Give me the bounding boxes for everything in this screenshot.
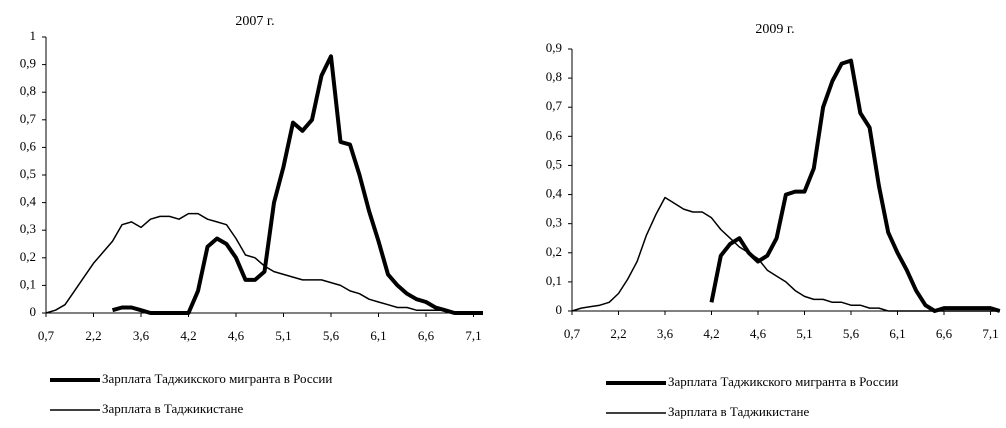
x-tick-label: 2,2	[85, 328, 101, 343]
y-tick-label: 0,1	[546, 273, 562, 288]
x-tick-label: 5,6	[843, 326, 860, 341]
x-tick-label: 2,2	[610, 326, 626, 341]
legend-label: Зарплата Таджикского мигранта в России	[102, 371, 332, 386]
y-tick-label: 0	[556, 302, 563, 317]
x-tick-label: 7,1	[465, 328, 481, 343]
x-tick-label: 4,6	[228, 328, 245, 343]
y-tick-label: 0,6	[546, 127, 563, 142]
y-tick-label: 0,2	[20, 249, 36, 264]
x-tick-label: 5,1	[796, 326, 812, 341]
y-tick-label: 0	[30, 304, 37, 319]
x-tick-label: 0,7	[38, 328, 55, 343]
y-tick-label: 0,2	[546, 244, 562, 259]
y-tick-label: 0,4	[546, 186, 563, 201]
chart-title: 2009 г.	[755, 22, 794, 37]
y-tick-label: 0,6	[20, 138, 37, 153]
legend-label: Зарплата в Таджикистане	[102, 401, 243, 416]
x-tick-label: 7,1	[982, 326, 998, 341]
y-tick-label: 0,5	[20, 166, 36, 181]
x-tick-label: 6,1	[370, 328, 386, 343]
y-tick-label: 0,5	[546, 156, 562, 171]
x-tick-label: 3,6	[657, 326, 674, 341]
legend-label: Зарплата в Таджикистане	[668, 404, 809, 419]
x-tick-label: 6,1	[889, 326, 905, 341]
x-tick-label: 3,6	[133, 328, 150, 343]
legend-label: Зарплата Таджикского мигранта в России	[668, 374, 898, 389]
x-tick-label: 5,1	[275, 328, 291, 343]
y-tick-label: 0,3	[20, 221, 36, 236]
y-tick-label: 0,7	[20, 111, 37, 126]
x-tick-label: 6,6	[418, 328, 435, 343]
series-line	[45, 212, 483, 314]
x-tick-label: 5,6	[323, 328, 340, 343]
y-tick-label: 0,3	[546, 215, 562, 230]
y-tick-label: 1	[30, 28, 37, 43]
x-tick-label: 4,2	[180, 328, 196, 343]
y-tick-label: 0,4	[20, 194, 37, 209]
x-tick-label: 4,6	[750, 326, 767, 341]
series-line	[111, 54, 483, 315]
y-tick-label: 0,9	[546, 40, 562, 55]
y-tick-label: 0,7	[546, 98, 563, 113]
y-tick-label: 0,8	[20, 83, 36, 98]
series-line	[571, 196, 1000, 312]
y-tick-label: 0,8	[546, 69, 562, 84]
x-tick-label: 0,7	[564, 326, 581, 341]
x-tick-label: 4,2	[703, 326, 719, 341]
y-tick-label: 0,9	[20, 56, 36, 71]
x-tick-label: 6,6	[936, 326, 953, 341]
series-line	[709, 58, 1001, 313]
chart-title: 2007 г.	[235, 14, 274, 29]
y-tick-label: 0,1	[20, 276, 36, 291]
